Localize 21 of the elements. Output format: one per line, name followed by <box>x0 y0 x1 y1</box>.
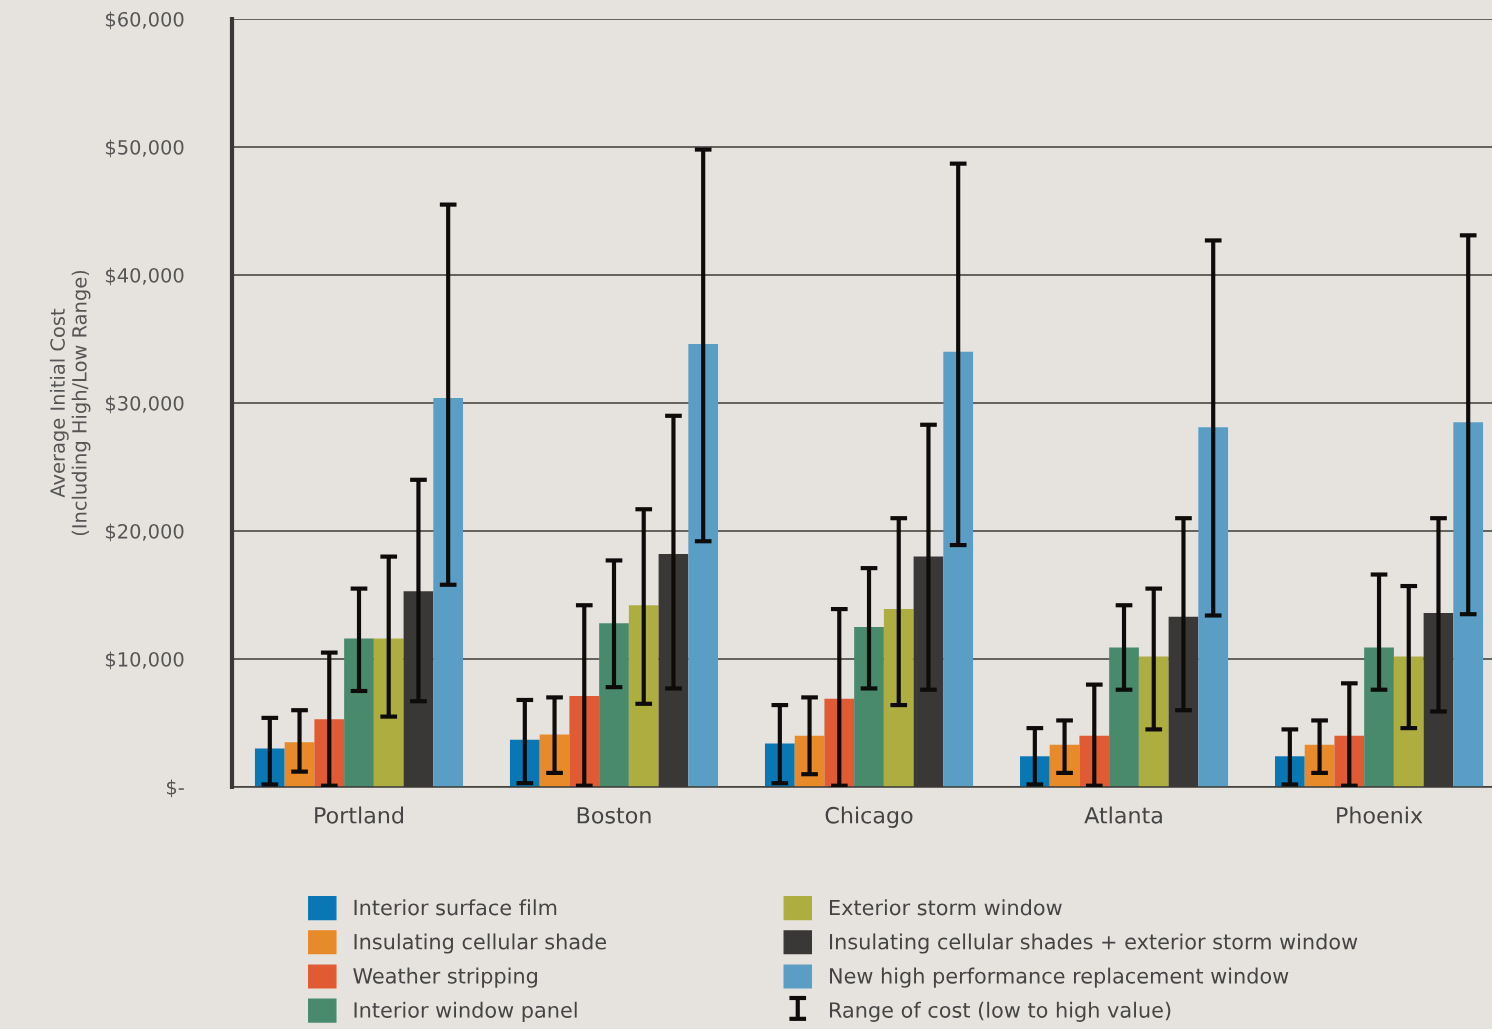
x-tick-label: Portland <box>315 806 403 824</box>
y-tick-label: $60,000 <box>105 11 184 30</box>
x-tick-label: Phoenix <box>1337 806 1423 824</box>
legend-label: Insulating cellular shades + exterior storm window <box>830 933 1358 954</box>
y-tick-label: $- <box>167 779 184 798</box>
x-tick-label: Boston <box>577 807 651 824</box>
text: Range of cost (low to high value) <box>830 1001 1171 1022</box>
x-tick-label: Atlanta <box>1084 806 1162 824</box>
y-tick-label: $20,000 <box>105 523 184 542</box>
legend-label: Exterior storm window <box>830 899 1062 916</box>
y-axis-title: Average Initial Cost (Including High/Low Range) <box>49 270 91 536</box>
x-tick-label: Chicago <box>825 806 913 828</box>
legend-label: Weather stripping <box>353 967 537 988</box>
legend-label: New high performance replacement window <box>830 967 1289 988</box>
legend-label: Interior window panel <box>354 1001 577 1022</box>
y-tick-label: $10,000 <box>105 651 184 670</box>
y-tick-label: $50,000 <box>105 139 184 158</box>
y-tick-label: $40,000 <box>105 267 184 286</box>
legend-label: Insulating cellular shade <box>354 933 607 954</box>
y-tick-label: $30,000 <box>105 395 184 414</box>
legend-label: Interior surface film <box>354 899 557 916</box>
